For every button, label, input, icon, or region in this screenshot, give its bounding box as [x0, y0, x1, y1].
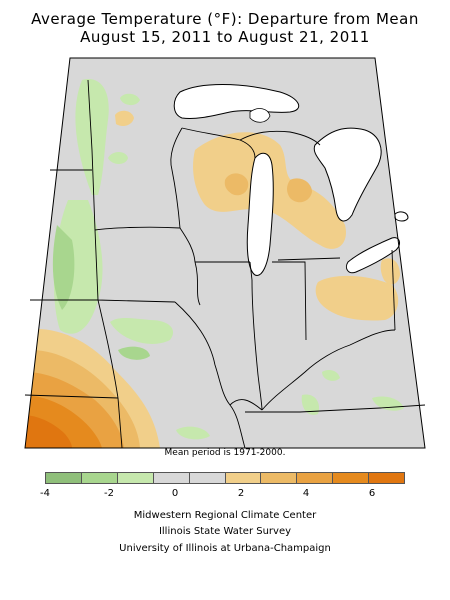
legend-swatch-3 — [153, 473, 190, 483]
warm-spot-north — [115, 110, 134, 126]
legend-swatch-6 — [261, 473, 298, 483]
il-in-border — [249, 261, 263, 411]
cool-region-iowa — [110, 318, 174, 344]
warm-region-ohio — [315, 275, 399, 321]
legend-swatch-4 — [189, 473, 226, 483]
in-oh-border — [272, 261, 307, 341]
warm-core-wi — [224, 173, 249, 196]
credit-uiuc: University of Illinois at Urbana-Champai… — [119, 543, 331, 554]
legend-tick: 0 — [171, 488, 179, 499]
warm-band-5 — [25, 415, 72, 448]
mean-period-note: Mean period is 1971-2000. — [164, 448, 286, 458]
warm-spot-east — [380, 258, 400, 285]
color-legend — [45, 472, 405, 484]
upper-peninsula — [239, 130, 321, 146]
iowa-il-border — [194, 261, 201, 306]
cool-spot-south — [176, 426, 210, 440]
legend-tick: 2 — [237, 488, 245, 499]
map-title-line2: August 15, 2011 to August 21, 2011 — [80, 28, 370, 46]
lake-erie — [345, 237, 400, 274]
cool-spot-mn — [108, 152, 128, 164]
ky-tn-border — [245, 404, 426, 413]
map-title-line1: Average Temperature (°F): Departure from… — [31, 10, 419, 28]
legend-tick: -4 — [40, 488, 50, 499]
legend-swatch-2 — [117, 473, 154, 483]
legend-swatch-0 — [46, 473, 82, 483]
wi-iowa-border — [179, 227, 196, 263]
wv-border — [349, 329, 396, 346]
island — [249, 108, 271, 123]
warm-core-mi — [287, 178, 312, 203]
legend-swatch-8 — [333, 473, 370, 483]
cool-spot-ohio — [322, 370, 340, 381]
mn-wi-border — [170, 127, 183, 229]
missouri-river — [97, 299, 119, 399]
lake-ontario — [394, 211, 409, 222]
il-south — [229, 399, 263, 411]
legend-tick: -2 — [104, 488, 114, 499]
credit-isws: Illinois State Water Survey — [158, 526, 292, 537]
oh-pa-border — [391, 249, 396, 331]
credit-mrcc: Midwestern Regional Climate Center — [133, 510, 317, 521]
legend-swatch-5 — [225, 473, 262, 483]
lake-michigan — [246, 152, 274, 276]
mn-south-border — [94, 226, 181, 231]
legend-swatch-7 — [297, 473, 334, 483]
mi-south — [277, 257, 341, 261]
cool-spot-ky — [301, 394, 320, 415]
mn-west-border — [87, 79, 96, 231]
lake-huron — [313, 127, 382, 222]
ks-ne-border — [24, 394, 119, 399]
legend-swatch-1 — [81, 473, 118, 483]
legend-swatch-9 — [369, 473, 405, 483]
legend-tick: 4 — [302, 488, 310, 499]
cool-spot-north — [120, 93, 140, 106]
mississippi-river — [174, 301, 246, 449]
ohio-river — [261, 344, 351, 411]
lake-superior — [173, 84, 300, 119]
map-frame — [24, 57, 426, 449]
legend-tick: 6 — [368, 488, 376, 499]
mo-ks-border — [117, 397, 123, 449]
cool-region-northwest — [75, 79, 109, 195]
cool-core-west — [52, 225, 75, 310]
cool-core-iowa — [118, 346, 150, 360]
